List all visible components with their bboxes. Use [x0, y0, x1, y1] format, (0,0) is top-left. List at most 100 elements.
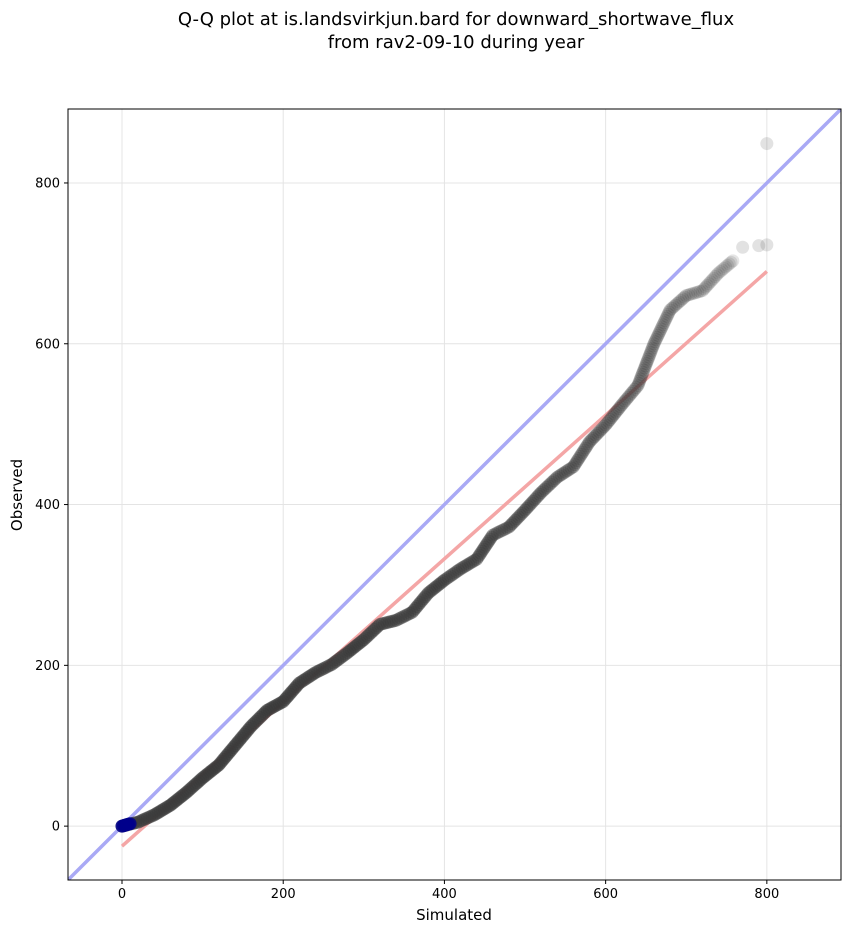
qq-point: [325, 658, 339, 672]
qq-point: [387, 614, 401, 628]
qq-point: [450, 565, 464, 579]
qq-point: [724, 255, 738, 269]
y-tick-label: 0: [52, 820, 60, 835]
qq-point: [564, 461, 578, 475]
qq-point: [643, 348, 657, 362]
qq-point: [534, 485, 548, 499]
qq-point: [339, 647, 353, 661]
qq-point: [466, 555, 480, 569]
qq-point: [545, 475, 559, 489]
qq-point: [656, 318, 670, 332]
qq-point: [581, 437, 595, 451]
qq-point: [705, 273, 719, 287]
qq-point: [382, 615, 396, 629]
qq-point: [504, 518, 518, 532]
qq-point: [647, 337, 661, 351]
qq-point: [513, 508, 527, 522]
qq-point: [531, 489, 545, 503]
qq-point: [650, 330, 664, 344]
qq-point: [569, 456, 583, 470]
qq-point-origin: [123, 817, 137, 831]
qq-point: [661, 307, 675, 321]
qq-point: [536, 484, 550, 498]
qq-point: [472, 548, 486, 562]
qq-point: [702, 277, 716, 291]
qq-point: [591, 426, 605, 440]
qq-point: [699, 280, 713, 294]
qq-point: [638, 361, 652, 375]
qq-point: [682, 288, 696, 302]
qq-point: [516, 505, 530, 519]
qq-point: [398, 609, 412, 623]
qq-point: [456, 561, 470, 575]
qq-point: [405, 605, 419, 619]
qq-point: [599, 418, 613, 432]
qq-point: [341, 645, 355, 659]
qq-point: [526, 494, 540, 508]
qq-point: [384, 614, 398, 628]
qq-point: [691, 285, 705, 299]
qq-point: [371, 619, 385, 633]
qq-point: [357, 633, 371, 647]
qq-point: [523, 498, 537, 512]
qq-point: [421, 586, 435, 600]
qq-point: [573, 449, 587, 463]
qq-point: [670, 297, 684, 311]
qq-point: [515, 507, 529, 521]
qq-point: [674, 293, 688, 307]
qq-point: [586, 431, 600, 445]
qq-point: [580, 439, 594, 453]
qq-point: [486, 528, 500, 542]
qq-point: [715, 263, 729, 277]
qq-point: [592, 425, 606, 439]
y-tick-label: 600: [35, 337, 60, 352]
qq-point: [621, 390, 635, 404]
qq-point: [663, 303, 677, 317]
qq-point: [518, 503, 532, 517]
qq-point: [577, 443, 591, 457]
x-tick-label: 800: [754, 887, 779, 902]
qq-point: [603, 412, 617, 426]
x-tick-label: 200: [271, 887, 296, 902]
qq-point: [589, 428, 603, 442]
qq-point: [412, 598, 426, 612]
qq-point: [594, 423, 608, 437]
qq-point: [378, 616, 392, 630]
qq-point: [578, 441, 592, 455]
qq-point: [612, 402, 626, 416]
qq-point: [418, 590, 432, 604]
qq-point: [624, 386, 638, 400]
qq-point: [615, 398, 629, 412]
qq-point: [713, 264, 727, 278]
qq-point: [645, 341, 659, 355]
qq-point: [460, 558, 474, 572]
qq-point: [394, 611, 408, 625]
qq-point: [708, 270, 722, 284]
qq-point: [633, 374, 647, 388]
qq-point: [490, 526, 504, 540]
qq-point: [679, 289, 693, 303]
qq-point: [478, 540, 492, 554]
qq-point: [500, 521, 514, 535]
qq-point: [380, 616, 394, 630]
qq-point: [659, 311, 673, 325]
qq-point: [657, 316, 671, 330]
qq-point: [717, 261, 731, 275]
qq-point: [351, 637, 365, 651]
y-tick-label: 800: [35, 176, 60, 191]
qq-point: [521, 500, 535, 514]
x-tick-label: 0: [118, 887, 126, 902]
qq-point: [373, 617, 387, 631]
qq-point: [520, 501, 534, 515]
qq-point: [707, 271, 721, 285]
qq-point: [554, 468, 568, 482]
qq-point: [637, 363, 651, 377]
qq-point: [480, 536, 494, 550]
qq-point: [644, 343, 658, 357]
qq-point: [368, 622, 382, 636]
qq-point: [623, 388, 637, 402]
qq-point: [711, 266, 725, 280]
qq-point: [677, 290, 691, 304]
qq-point: [634, 370, 648, 384]
